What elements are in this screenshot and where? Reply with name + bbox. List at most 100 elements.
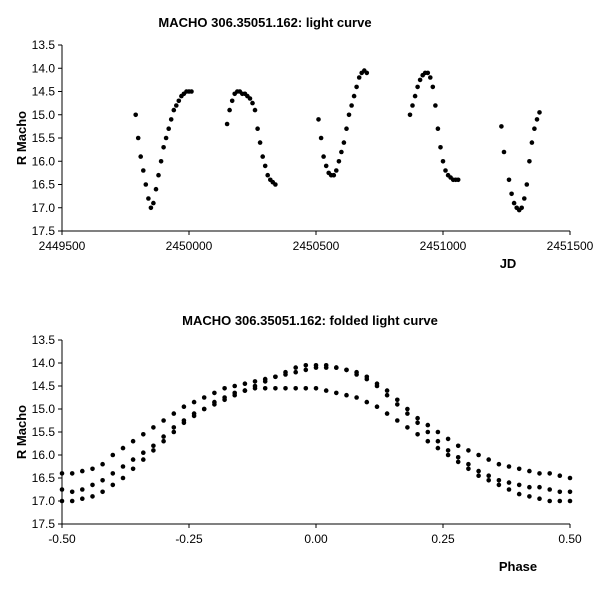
data-point: [110, 471, 116, 476]
y-tick-label: 17.5: [32, 224, 56, 238]
data-point: [532, 126, 537, 131]
data-point: [354, 395, 359, 400]
data-point: [435, 126, 441, 131]
data-point: [440, 159, 446, 164]
data-point: [151, 448, 156, 453]
data-point: [354, 372, 359, 377]
data-point: [496, 478, 502, 483]
data-point: [438, 145, 443, 150]
data-point: [486, 473, 492, 479]
data-point: [455, 455, 461, 460]
data-point: [191, 411, 197, 416]
data-point: [250, 100, 255, 106]
data-point: [336, 159, 342, 164]
data-point: [415, 415, 420, 421]
data-point: [257, 140, 263, 145]
data-point: [171, 411, 177, 416]
y-tick-label: 15.0: [32, 108, 56, 122]
data-point: [242, 381, 248, 387]
data-points: [133, 68, 542, 213]
data-point: [191, 399, 197, 405]
data-point: [141, 432, 146, 437]
data-point: [455, 177, 461, 183]
data-point: [522, 196, 527, 201]
data-point: [557, 473, 563, 479]
data-point: [351, 93, 357, 99]
data-point: [415, 84, 420, 90]
data-point: [80, 487, 85, 492]
data-point: [425, 70, 431, 76]
data-point: [425, 429, 431, 435]
data-point: [161, 434, 166, 439]
data-point: [321, 154, 326, 159]
data-point: [227, 107, 232, 113]
data-point: [262, 379, 268, 384]
data-point: [341, 140, 347, 145]
data-point: [120, 475, 126, 481]
data-point: [135, 135, 141, 141]
data-point: [212, 402, 217, 407]
data-point: [229, 98, 235, 104]
data-point: [273, 374, 278, 380]
data-point: [511, 200, 517, 206]
data-point: [534, 117, 540, 122]
data-point: [384, 388, 390, 393]
y-tick-label: 14.5: [32, 379, 56, 393]
data-point: [466, 466, 471, 472]
data-point: [537, 110, 542, 115]
data-point: [567, 498, 573, 504]
data-point: [255, 126, 260, 131]
data-point: [174, 103, 179, 108]
data-point: [69, 489, 75, 495]
data-point: [130, 457, 136, 462]
data-point: [161, 438, 166, 444]
data-point: [201, 395, 207, 400]
data-point: [163, 135, 169, 141]
y-tick-label: 16.5: [32, 471, 56, 485]
data-point: [166, 126, 171, 131]
data-point: [435, 445, 441, 451]
data-point: [455, 459, 461, 465]
data-point: [433, 103, 438, 108]
data-point: [316, 117, 321, 122]
data-point: [323, 363, 329, 368]
x-tick-label: 2450500: [293, 239, 340, 253]
data-point: [527, 494, 532, 499]
data-point: [222, 386, 227, 391]
data-point: [425, 422, 431, 428]
data-point: [354, 84, 359, 90]
data-point: [141, 168, 146, 173]
data-point: [567, 475, 573, 481]
data-point: [501, 149, 507, 155]
x-tick-label: 2451500: [547, 239, 594, 253]
data-point: [499, 124, 504, 129]
data-point: [247, 96, 253, 101]
y-tick-label: 17.0: [32, 494, 56, 508]
data-point: [557, 489, 563, 495]
data-point: [506, 177, 512, 183]
data-point: [412, 93, 418, 99]
data-point: [171, 429, 177, 435]
data-points: [59, 363, 573, 504]
data-point: [323, 163, 329, 169]
y-axis-label: R Macho: [14, 405, 29, 459]
data-point: [110, 482, 116, 488]
data-point: [344, 126, 349, 131]
data-point: [161, 418, 166, 423]
data-point: [334, 365, 339, 370]
chart-title: MACHO 306.35051.162: folded light curve: [182, 313, 438, 328]
data-point: [407, 112, 413, 118]
data-point: [69, 498, 75, 504]
data-point: [265, 172, 271, 178]
data-point: [141, 457, 146, 462]
data-point: [90, 482, 95, 488]
y-tick-label: 14.0: [32, 356, 56, 370]
data-point: [349, 103, 354, 108]
data-point: [466, 448, 471, 453]
x-ticks: -0.50 -0.25 0.00 0.25 0.50: [48, 524, 582, 546]
data-point: [334, 168, 339, 173]
x-tick-label: 0.00: [304, 532, 328, 546]
data-point: [90, 494, 95, 499]
data-point: [318, 135, 324, 141]
